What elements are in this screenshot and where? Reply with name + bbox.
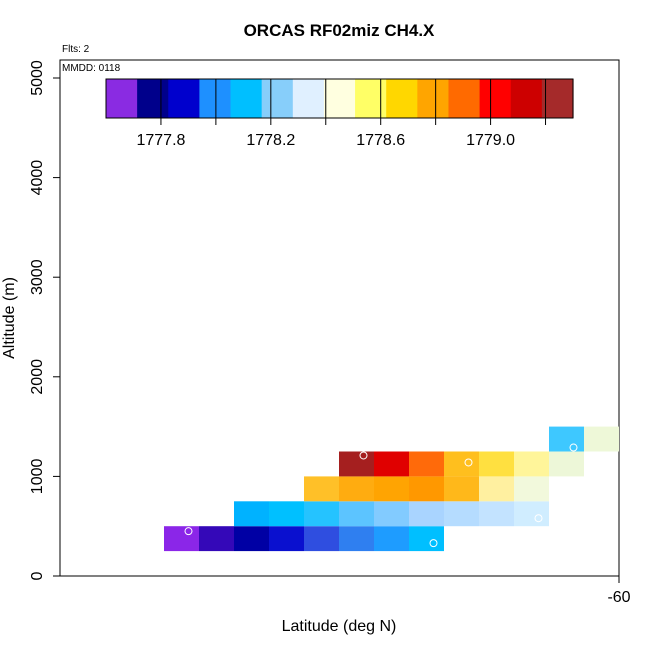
sample-markers	[184, 443, 578, 548]
heatmap-cell	[374, 526, 409, 552]
heatmap-cell	[234, 526, 269, 552]
colorbar-swatch	[261, 79, 294, 118]
sample-marker	[184, 527, 193, 536]
heatmap-cell	[409, 451, 444, 477]
colorbar-swatch	[541, 79, 574, 118]
heatmap-cell	[479, 501, 514, 527]
heatmap-cell	[339, 451, 374, 477]
x-tick-label: -60	[607, 589, 630, 606]
colorbar-swatch	[106, 79, 138, 118]
colorbar-swatch	[417, 79, 450, 118]
heatmap-cells	[164, 426, 619, 552]
heatmap-cell	[549, 426, 584, 452]
colorbar-label: 1778.2	[246, 132, 295, 149]
heatmap-cell	[444, 476, 479, 502]
colorbar-swatch	[448, 79, 481, 118]
heatmap-cell	[409, 476, 444, 502]
y-tick-label: 1000	[29, 459, 46, 495]
heatmap-cell	[304, 476, 339, 502]
colorbar-label: 1778.6	[356, 132, 405, 149]
heatmap-cell	[479, 476, 514, 502]
date-note: MMDD: 0118	[62, 63, 121, 74]
heatmap-cell	[479, 451, 514, 477]
heatmap-cell	[514, 476, 549, 502]
heatmap-cell	[269, 501, 304, 527]
sample-marker	[464, 458, 473, 467]
x-axis-label: Latitude (deg N)	[282, 618, 397, 635]
colorbar-swatch	[479, 79, 512, 118]
sample-marker	[359, 451, 368, 460]
colorbar-frame	[105, 78, 574, 119]
colorbar-label: 1779.0	[466, 132, 515, 149]
heatmap-cell	[374, 451, 409, 477]
heatmap-cell	[339, 501, 374, 527]
heatmap-cell	[164, 526, 199, 552]
y-tick-label: 5000	[29, 60, 46, 96]
heatmap-cell	[374, 476, 409, 502]
sample-marker	[429, 539, 438, 548]
heatmap-cell	[444, 451, 479, 477]
plot-frame	[59, 59, 620, 577]
sample-marker	[534, 514, 543, 523]
y-tick-label: 0	[29, 571, 46, 580]
heatmap-cell	[514, 451, 549, 477]
heatmap-cell	[514, 501, 549, 527]
heatmap-cell	[584, 426, 619, 452]
heatmap-cell	[304, 526, 339, 552]
colorbar-swatch	[137, 79, 169, 118]
heatmap-cell	[409, 526, 444, 552]
colorbar-label: 1777.8	[136, 132, 185, 149]
y-tick-label: 2000	[29, 359, 46, 395]
colorbar-swatch	[230, 79, 263, 118]
colorbar-swatch	[199, 79, 232, 118]
y-tick-label: 4000	[29, 160, 46, 196]
heatmap-cell	[269, 526, 304, 552]
heatmap-cell	[409, 501, 444, 527]
heatmap-cell	[374, 501, 409, 527]
colorbar-swatch	[168, 79, 200, 118]
colorbar: 1777.8 1778.2 1778.6 1779.0	[105, 78, 574, 149]
colorbar-swatch	[386, 79, 418, 118]
colorbar-swatch	[292, 79, 325, 118]
x-axis: -60	[607, 576, 631, 606]
heatmap-cell	[199, 526, 234, 552]
y-axis: 0 1000 2000 3000 4000 5000	[29, 60, 60, 580]
flights-note: Flts: 2	[62, 44, 90, 55]
heatmap-cell	[234, 501, 269, 527]
heatmap-cell	[339, 476, 374, 502]
y-axis-label: Altitude (m)	[1, 277, 18, 359]
colorbar-swatch	[355, 79, 387, 118]
chart-title: ORCAS RF02miz CH4.X	[244, 21, 435, 40]
colorbar-swatch	[323, 79, 356, 118]
heatmap-cell	[304, 501, 339, 527]
colorbar-swatch	[510, 79, 543, 118]
heatmap-cell	[549, 451, 584, 477]
sample-marker	[569, 443, 578, 452]
heatmap-cell	[444, 501, 479, 527]
heatmap-cell	[339, 526, 374, 552]
y-tick-label: 3000	[29, 259, 46, 295]
